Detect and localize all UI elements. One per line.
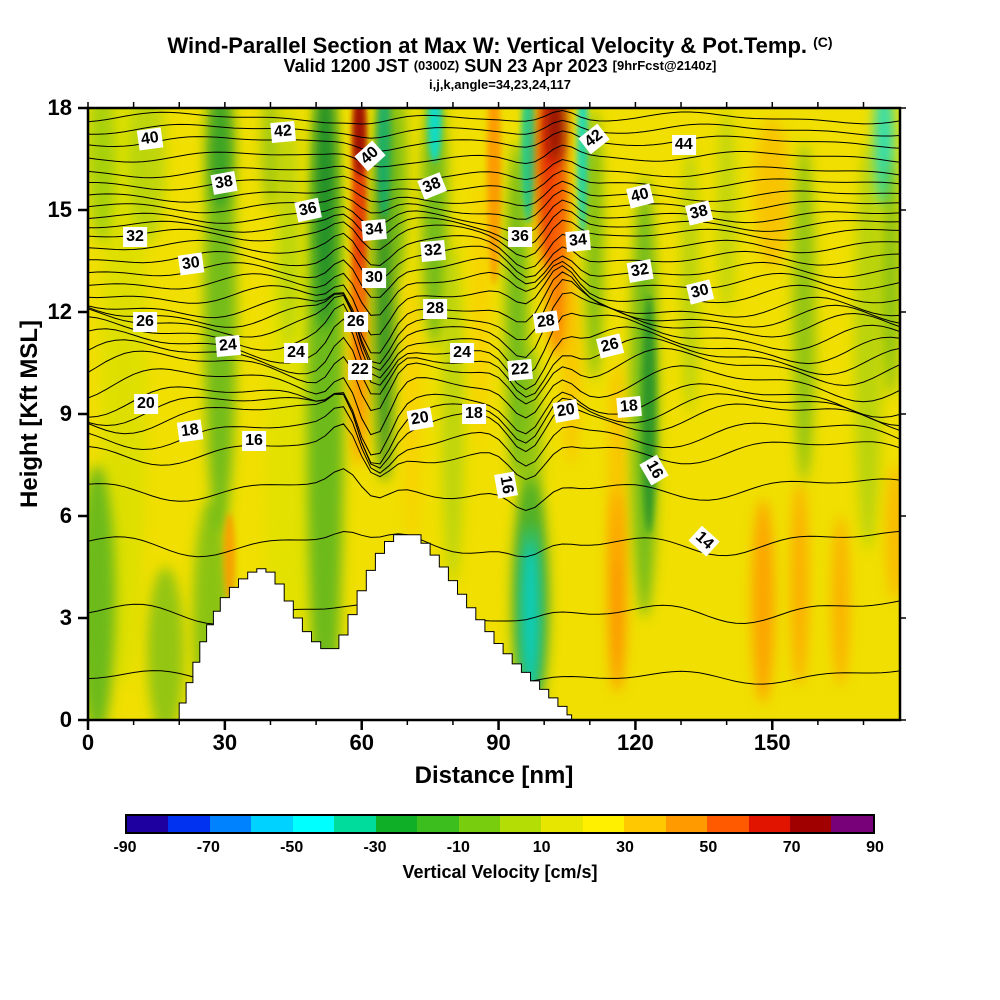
chart-title: Wind-Parallel Section at Max W: Vertical… [0, 33, 1000, 59]
x-tick-label: 0 [81, 730, 95, 755]
colorbar-tick-label: 30 [616, 839, 634, 856]
x-tick-label: 30 [212, 730, 238, 755]
valid-z-time: (0300Z) [413, 58, 460, 73]
colorbar-tick-label: -70 [196, 839, 220, 856]
colorbar-tick-labels: -90 -70 -50 -30 -10 10 30 50 70 90 [113, 839, 883, 861]
y-tick-label: 6 [59, 503, 72, 528]
x-axis-tick-labels: 0 30 60 90 120 150 [0, 730, 1000, 760]
x-tick-label: 60 [349, 730, 374, 755]
colorbar-tick-label: -10 [446, 839, 470, 856]
colorbar-tick-label: 70 [782, 839, 801, 856]
valid-date: SUN 23 Apr 2023 [464, 56, 608, 76]
colorbar-segment [790, 816, 832, 832]
y-tick-label: 3 [59, 605, 72, 630]
x-axis-title: Distance [nm] [414, 762, 574, 789]
colorbar-tick-label: 90 [866, 839, 884, 856]
colorbar-segment [458, 816, 500, 832]
colorbar-segment [665, 816, 708, 832]
y-tick-label: 12 [47, 299, 72, 324]
colorbar-segment [209, 816, 252, 832]
colorbar-segment [831, 816, 873, 832]
valid-prefix: Valid 1200 JST [283, 56, 409, 76]
x-tick-label: 120 [617, 730, 654, 755]
colorbar-segment [334, 816, 376, 832]
model-params-line: i,j,k,angle=34,23,24,117 [428, 77, 572, 92]
colorbar-segment [707, 816, 749, 832]
colorbar-segment [624, 816, 666, 832]
colorbar-segment [251, 816, 293, 832]
colorbar-tick-label: 50 [699, 839, 718, 856]
colorbar-segment [292, 816, 335, 832]
forecast-tag: [9hrFcst@2140z] [612, 58, 717, 73]
colorbar-swatches [127, 816, 873, 832]
colorbar-tick-label: -50 [280, 839, 304, 856]
colorbar-segment [127, 816, 169, 832]
colorbar-segment [748, 816, 790, 832]
chart-title-text: Wind-Parallel Section at Max W: Vertical… [167, 33, 808, 58]
y-tick-label: 0 [59, 707, 72, 732]
y-tick-label: 15 [47, 197, 72, 222]
valid-time-line: Valid 1200 JST (0300Z) SUN 23 Apr 2023 [… [0, 56, 1000, 77]
y-tick-label: 18 [47, 95, 72, 120]
colorbar-segment [168, 816, 210, 832]
colorbar-segment [375, 816, 418, 832]
y-tick-label: 9 [59, 401, 72, 426]
colorbar-tick-label: -30 [363, 839, 387, 856]
colorbar [125, 814, 875, 834]
x-tick-label: 90 [486, 730, 511, 755]
chart-title-unit: (C) [813, 34, 833, 50]
x-tick-label: 150 [753, 730, 791, 755]
colorbar-segment [417, 816, 459, 832]
colorbar-tick-label: -90 [113, 839, 137, 856]
y-axis-tick-labels: 0 3 6 9 12 15 18 [0, 0, 76, 780]
colorbar-segment [582, 816, 625, 832]
colorbar-segment [541, 816, 583, 832]
colorbar-title: Vertical Velocity [cm/s] [402, 862, 598, 882]
colorbar-segment [499, 816, 542, 832]
colorbar-tick-label: 10 [532, 839, 551, 856]
